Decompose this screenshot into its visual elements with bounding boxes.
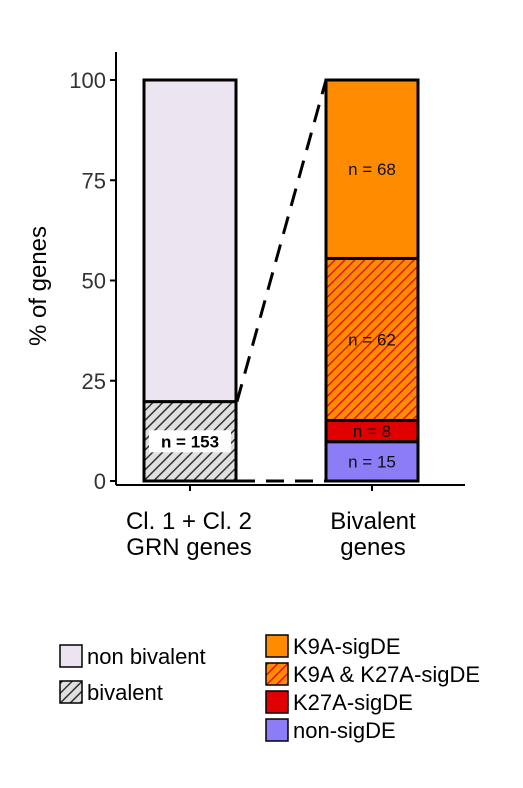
legend-label: K9A & K27A-sigDE (293, 662, 480, 687)
axes (115, 52, 465, 486)
bar-labels: n = 153 n = 15 n = 8 n = 62 n = 68 (149, 160, 396, 471)
legend-left: non bivalent bivalent (59, 644, 206, 705)
legend-swatch (265, 634, 289, 658)
legend-swatch (265, 662, 289, 686)
legend-swatch (265, 718, 289, 742)
bars (142, 78, 420, 483)
legend-label: bivalent (87, 680, 163, 705)
legend-right: K9A-sigDE K9A & K27A-sigDE K27A-sigDE non-s… (265, 634, 480, 743)
legend-swatch (265, 690, 289, 714)
y-tick-label: 0 (94, 469, 106, 494)
x-category-label: GRN genes (126, 534, 251, 561)
connector-lines (235, 79, 328, 483)
y-ticks: 0 25 50 75 100 (69, 68, 116, 494)
bar-segment-label: n = 8 (353, 422, 391, 441)
y-tick-label: 75 (82, 168, 106, 193)
bar-segment-label: n = 68 (348, 160, 396, 179)
y-tick-label: 50 (82, 269, 106, 294)
y-tick-label: 100 (69, 68, 106, 93)
legend-swatch (59, 680, 83, 704)
legend-label: non bivalent (87, 644, 206, 669)
bar-segment-k9a-sigde (324, 78, 420, 260)
bar-segment-label: n = 153 (161, 432, 219, 451)
bar-segment-non-bivalent (142, 78, 238, 404)
bar-segment-label: n = 15 (348, 452, 396, 471)
legend-label: non-sigDE (293, 718, 396, 743)
x-category-label: genes (340, 534, 405, 561)
y-axis-title: % of genes (25, 226, 52, 346)
label-backing (149, 430, 231, 453)
bar-segment-label: n = 62 (348, 330, 396, 349)
connector-top (235, 79, 328, 403)
legend-swatch (59, 644, 83, 668)
x-category-label: Cl. 1 + Cl. 2 (126, 508, 252, 535)
y-tick-label: 25 (82, 369, 106, 394)
legend-label: K9A-sigDE (293, 634, 401, 659)
legend-label: K27A-sigDE (293, 690, 413, 715)
x-category-label: Bivalent (330, 508, 416, 535)
bar-segment-non-sigde (324, 440, 420, 483)
